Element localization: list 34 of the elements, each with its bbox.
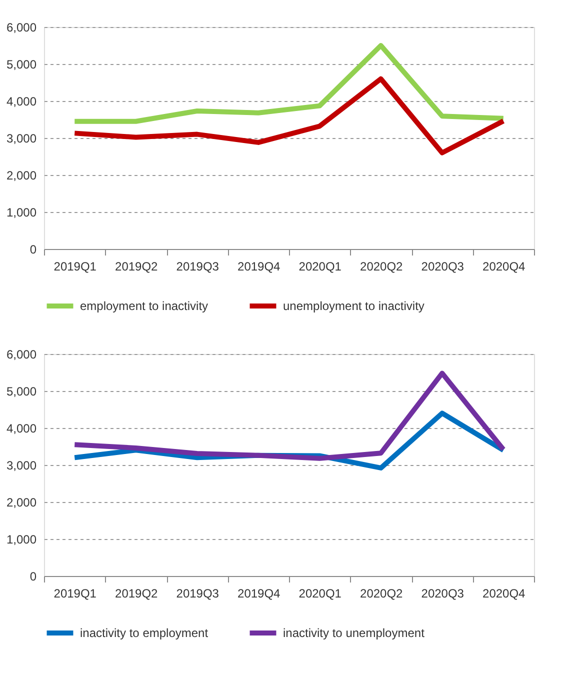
y-tick-label: 2,000 (6, 168, 37, 182)
y-tick-label: 5,000 (6, 58, 37, 72)
y-tick-label: 6,000 (6, 20, 37, 34)
x-tick-label: 2019Q3 (176, 586, 220, 600)
y-tick-label: 2,000 (6, 496, 37, 510)
legend-label: unemployment to inactivity (283, 299, 424, 313)
x-tick-label: 2020Q4 (482, 586, 526, 600)
x-tick-label: 2019Q4 (238, 586, 281, 600)
legend-label: employment to inactivity (80, 299, 208, 313)
y-tick-label: 0 (30, 570, 37, 584)
x-tick-label: 2019Q2 (115, 586, 158, 600)
legend-label: inactivity to employment (80, 626, 209, 640)
x-tick-label: 2020Q1 (298, 586, 342, 600)
x-tick-label: 2020Q2 (360, 586, 404, 600)
y-tick-label: 3,000 (6, 132, 37, 146)
y-tick-label: 4,000 (6, 94, 37, 108)
x-tick-label: 2020Q1 (298, 260, 342, 274)
x-tick-label: 2020Q3 (421, 586, 464, 600)
y-tick-label: 6,000 (6, 348, 37, 362)
x-tick-label: 2019Q3 (176, 260, 220, 274)
x-tick-label: 2019Q4 (238, 260, 281, 274)
y-tick-label: 5,000 (6, 384, 37, 398)
y-tick-label: 1,000 (6, 206, 37, 220)
x-tick-label: 2020Q2 (360, 260, 404, 274)
y-tick-label: 3,000 (6, 458, 37, 472)
x-tick-label: 2020Q3 (421, 260, 464, 274)
y-tick-label: 1,000 (6, 532, 37, 546)
x-tick-label: 2019Q2 (115, 260, 158, 274)
legend-label: inactivity to unemployment (283, 626, 426, 640)
x-tick-label: 2019Q1 (54, 586, 97, 600)
x-tick-label: 2019Q1 (54, 260, 97, 274)
y-tick-label: 0 (30, 242, 37, 256)
y-tick-label: 4,000 (6, 422, 37, 436)
x-tick-label: 2020Q4 (482, 260, 526, 274)
